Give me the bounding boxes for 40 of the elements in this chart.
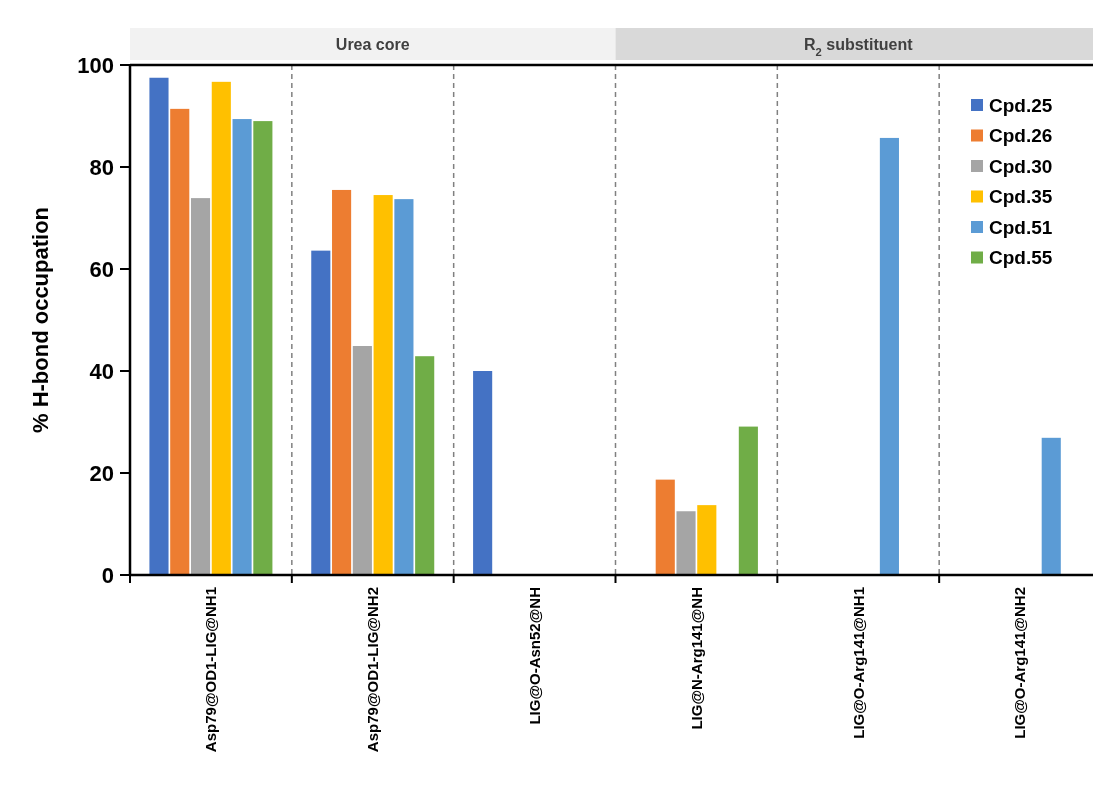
- y-axis-title: % H-bond occupation: [28, 206, 53, 434]
- bar: [655, 479, 675, 575]
- legend-label: Cpd.30: [989, 155, 1053, 177]
- y-tick-label: 0: [101, 562, 114, 588]
- bar: [311, 250, 331, 575]
- x-tick-label: Asp79@OD1-LIG@NH2: [364, 587, 381, 753]
- bar: [190, 198, 211, 575]
- x-tick-label: Asp79@OD1-LIG@NH1: [202, 587, 220, 753]
- bar: [211, 81, 231, 575]
- bar: [879, 137, 899, 575]
- x-tick-label: LIG@N-Arg141@NH: [687, 587, 705, 730]
- bar: [149, 77, 169, 575]
- text: R$_{2}$ substituent: [804, 36, 914, 58]
- bar: [473, 371, 493, 575]
- y-tick-label: 100: [77, 52, 114, 78]
- bar: [415, 356, 435, 575]
- bar: [1041, 437, 1061, 575]
- x-tick-label: LIG@O-Asn52@NH: [525, 587, 543, 725]
- bar: [352, 346, 372, 575]
- bar: [232, 119, 252, 575]
- bar: [676, 511, 696, 575]
- bar: [332, 189, 352, 575]
- x-tick-label: LIG@O-Arg141@NH2: [1011, 587, 1029, 739]
- bar: [373, 195, 393, 575]
- y-tick-label: 80: [89, 154, 114, 180]
- y-tick-label: 20: [89, 460, 114, 486]
- text: Urea core: [335, 36, 410, 53]
- legend-label: Cpd.55: [989, 247, 1053, 269]
- legend-label: Cpd.51: [989, 216, 1053, 238]
- x-tick-label: LIG@O-Arg141@NH1: [849, 587, 867, 739]
- bar: [697, 505, 717, 575]
- y-tick-label: 60: [89, 256, 114, 282]
- legend-label: Cpd.25: [989, 94, 1053, 116]
- y-tick-label: 40: [89, 358, 114, 384]
- bar: [738, 426, 758, 575]
- legend-label: Cpd.26: [989, 125, 1053, 147]
- legend-label: Cpd.35: [989, 186, 1053, 208]
- bar: [170, 108, 190, 575]
- bar: [394, 199, 414, 575]
- bar: [253, 121, 273, 575]
